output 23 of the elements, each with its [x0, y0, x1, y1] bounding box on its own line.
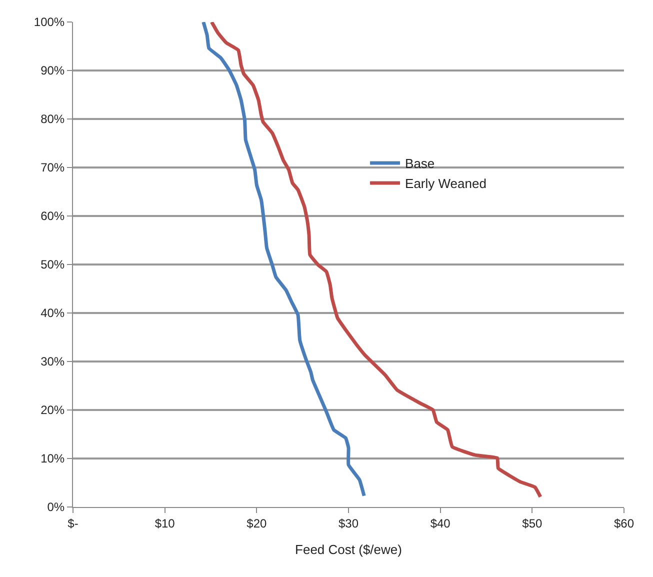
y-tick-label: 70% — [40, 160, 65, 175]
line-series — [210, 22, 542, 499]
x-tick-label: $- — [68, 516, 78, 530]
x-tick-label: $60 — [614, 516, 634, 530]
x-tick-label: $30 — [338, 516, 359, 530]
y-tick-label: 60% — [40, 209, 65, 224]
x-axis-title: Feed Cost ($/ewe) — [295, 542, 402, 557]
y-tick-label: 10% — [40, 452, 65, 466]
legend-label: Early Weaned — [405, 176, 486, 192]
y-tick-label: 100% — [34, 15, 65, 30]
x-tick-label: $10 — [154, 516, 176, 530]
y-tick-label: 50% — [40, 258, 65, 272]
y-tick-label: 90% — [40, 64, 65, 78]
y-tick-label: 80% — [40, 112, 65, 126]
y-tick-label: 0% — [47, 500, 65, 514]
x-tick-label: $50 — [522, 516, 542, 530]
x-tick-label: $20 — [246, 516, 267, 530]
x-tick-label: $40 — [430, 516, 451, 530]
y-tick-label: 30% — [40, 354, 65, 369]
line-series — [202, 22, 366, 498]
y-tick-label: 20% — [40, 403, 65, 418]
legend-label: Base — [405, 156, 435, 172]
y-tick-label: 40% — [40, 306, 65, 320]
